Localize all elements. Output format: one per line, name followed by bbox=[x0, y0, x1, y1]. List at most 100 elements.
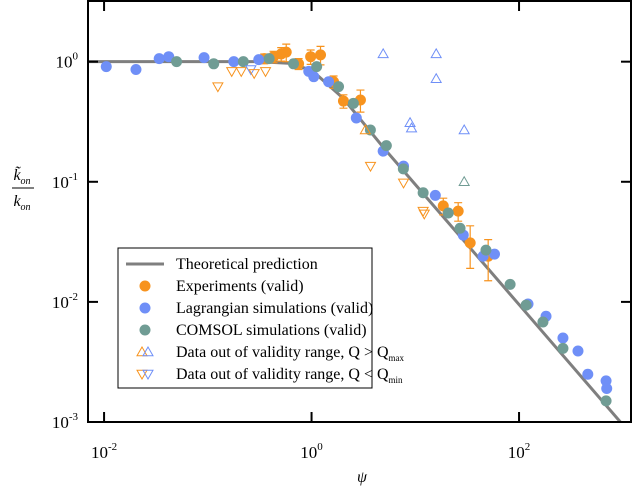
plot-area bbox=[88, 43, 623, 422]
data-point bbox=[333, 81, 345, 93]
data-point bbox=[350, 112, 362, 124]
tick-base: 10 bbox=[56, 53, 73, 72]
legend-marker bbox=[136, 345, 148, 357]
data-point bbox=[582, 368, 594, 380]
legend-label: COMSOL simulations (valid) bbox=[176, 322, 367, 339]
data-point bbox=[452, 205, 464, 217]
data-point bbox=[572, 345, 584, 357]
x-axis-label: ψ bbox=[357, 469, 368, 486]
x-tick-label: 10-2 bbox=[91, 441, 117, 462]
data-point bbox=[504, 278, 516, 290]
y-label-k: k bbox=[13, 193, 21, 210]
data-triangle bbox=[212, 82, 224, 93]
legend-marker bbox=[142, 369, 154, 381]
data-point bbox=[520, 299, 532, 311]
y-tick-label: 100 bbox=[56, 51, 79, 72]
data-triangle bbox=[235, 67, 248, 78]
data-triangle bbox=[248, 69, 261, 80]
tick-base: 10 bbox=[300, 443, 317, 462]
data-triangle bbox=[259, 67, 272, 78]
legend-name: Data out of validity range, Q > Q bbox=[176, 344, 389, 361]
data-point bbox=[537, 316, 549, 328]
tick-base: 10 bbox=[52, 293, 69, 312]
tick-base: 10 bbox=[508, 443, 525, 462]
data-point bbox=[464, 237, 476, 249]
data-triangle bbox=[377, 47, 390, 59]
data-triangle bbox=[458, 123, 471, 135]
data-point bbox=[323, 76, 335, 88]
series bbox=[171, 53, 612, 407]
legend-sub: min bbox=[389, 375, 404, 385]
tick-exponent: -1 bbox=[69, 171, 78, 183]
data-point bbox=[263, 53, 275, 65]
data-point bbox=[280, 46, 292, 58]
y-tick-label: 10-3 bbox=[52, 411, 79, 432]
data-point bbox=[153, 53, 165, 65]
data-point bbox=[488, 248, 500, 260]
tick-exponent: -2 bbox=[108, 441, 117, 453]
tick-exponent: 0 bbox=[317, 441, 323, 453]
data-point bbox=[442, 207, 454, 219]
tick-exponent: 0 bbox=[73, 51, 79, 63]
legend-marker bbox=[139, 280, 151, 292]
data-point bbox=[347, 97, 359, 109]
data-triangle bbox=[245, 65, 257, 76]
legend-name: Experiments (valid) bbox=[176, 278, 304, 295]
y-axis-label: k̃on kon bbox=[12, 166, 34, 213]
data-triangle bbox=[418, 209, 431, 220]
tick-base: 10 bbox=[52, 173, 69, 192]
legend-name: COMSOL simulations (valid) bbox=[176, 322, 367, 339]
series bbox=[359, 47, 471, 187]
data-point bbox=[198, 52, 210, 64]
data-point bbox=[429, 189, 441, 201]
tick-base: 10 bbox=[91, 443, 108, 462]
data-point bbox=[253, 54, 265, 66]
y-label-numerator: k̃on bbox=[13, 166, 30, 187]
series bbox=[258, 43, 494, 282]
tick-exponent: -2 bbox=[69, 291, 78, 303]
data-point bbox=[397, 163, 409, 175]
data-triangle bbox=[397, 178, 410, 189]
data-point bbox=[130, 64, 142, 76]
data-point bbox=[480, 244, 492, 256]
legend-marker bbox=[136, 369, 148, 381]
legend-label: Theoretical prediction bbox=[176, 256, 318, 273]
data-triangle bbox=[359, 123, 372, 135]
data-triangle bbox=[405, 122, 418, 133]
data-point bbox=[237, 56, 249, 68]
y-label-sub: on bbox=[21, 202, 31, 213]
data-point bbox=[380, 140, 392, 152]
data-triangle bbox=[430, 72, 443, 84]
legend-name: Data out of validity range, Q < Q bbox=[176, 366, 389, 383]
data-point bbox=[601, 383, 613, 395]
tick-base: 10 bbox=[52, 413, 69, 432]
data-point bbox=[311, 61, 323, 73]
data-point bbox=[228, 56, 240, 68]
x-tick-label: 100 bbox=[300, 441, 323, 462]
data-point bbox=[315, 49, 327, 61]
legend-marker bbox=[139, 302, 151, 314]
y-label-denominator: kon bbox=[13, 193, 30, 213]
data-point bbox=[557, 342, 569, 354]
legend-name: Theoretical prediction bbox=[176, 256, 318, 273]
legend-label: Data out of validity range, Q < Qmin bbox=[176, 366, 403, 385]
y-label-sub: on bbox=[21, 176, 31, 187]
y-tick-label: 10-1 bbox=[52, 171, 78, 192]
data-triangle bbox=[364, 161, 377, 173]
data-point bbox=[337, 95, 349, 107]
data-point bbox=[600, 395, 612, 407]
legend: Theoretical prediction Experiments (valid… bbox=[117, 247, 405, 389]
legend-marker bbox=[139, 324, 151, 336]
legend-box bbox=[117, 247, 373, 389]
data-point bbox=[364, 124, 376, 136]
tick-exponent: 2 bbox=[525, 441, 531, 453]
data-point bbox=[208, 58, 220, 70]
data-point bbox=[417, 187, 429, 199]
series bbox=[212, 65, 431, 220]
series bbox=[100, 51, 613, 395]
legend-label: Lagrangian simulations (valid) bbox=[176, 300, 373, 317]
data-triangle bbox=[430, 47, 443, 59]
x-tick-label: 102 bbox=[508, 441, 531, 462]
data-point bbox=[308, 71, 320, 83]
